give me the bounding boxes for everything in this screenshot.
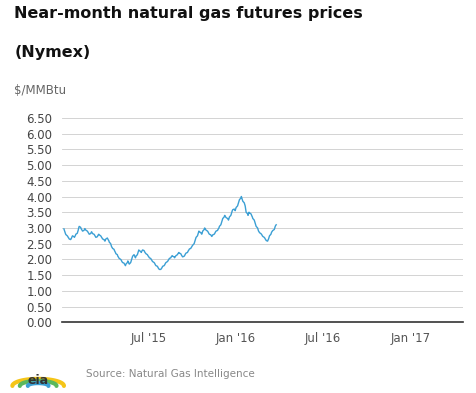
- Text: Near-month natural gas futures prices: Near-month natural gas futures prices: [14, 6, 362, 21]
- Text: eia: eia: [28, 374, 49, 387]
- Text: (Nymex): (Nymex): [14, 45, 90, 60]
- Text: Source: Natural Gas Intelligence: Source: Natural Gas Intelligence: [86, 369, 254, 379]
- Text: $/MMBtu: $/MMBtu: [14, 84, 66, 97]
